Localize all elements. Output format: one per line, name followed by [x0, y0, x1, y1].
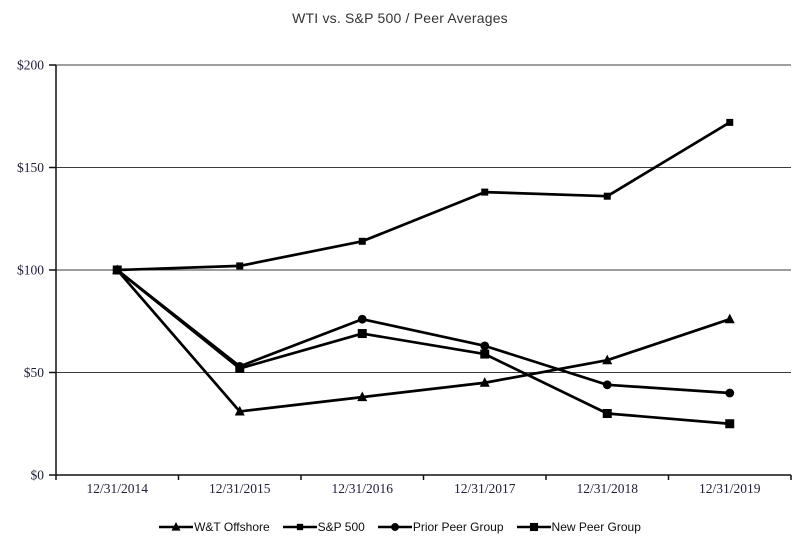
- legend-label: New Peer Group: [551, 520, 641, 534]
- circle-marker: [357, 314, 367, 324]
- legend-swatch: [282, 523, 317, 531]
- series-prior-peer-group: [112, 265, 735, 398]
- series-new-peer-group: [112, 265, 735, 429]
- circle-marker: [390, 523, 399, 531]
- legend-item-s-p-500: S&P 500: [282, 520, 365, 534]
- square-marker: [725, 419, 735, 429]
- circle-marker: [602, 380, 612, 390]
- legend-item-new-peer-group: New Peer Group: [516, 520, 641, 534]
- series-line: [116, 268, 730, 426]
- legend-item-w-t-offshore: W&T Offshore: [159, 520, 270, 534]
- series-line: [117, 121, 731, 272]
- circle-marker: [725, 388, 735, 398]
- legend-swatch: [516, 522, 551, 532]
- square-small-marker: [296, 523, 303, 531]
- x-tick-label: 12/31/2018: [576, 481, 638, 496]
- legend-label: Prior Peer Group: [412, 520, 504, 534]
- triangle-marker: [171, 521, 181, 531]
- triangle-marker: [234, 405, 245, 416]
- square-marker: [235, 363, 245, 373]
- legend-swatch: [159, 521, 194, 531]
- chart-title: WTI vs. S&P 500 / Peer Averages: [292, 10, 508, 26]
- chart-legend: W&T Offshore S&P 500 Prior Peer Group New P…: [0, 520, 800, 534]
- y-tick-label: $150: [17, 160, 44, 175]
- x-tick-label: 12/31/2016: [331, 481, 393, 496]
- square-small-marker: [481, 188, 489, 196]
- y-tick-label: $50: [24, 365, 45, 380]
- triangle-marker: [724, 313, 735, 324]
- x-tick-label: 12/31/2019: [699, 481, 761, 496]
- legend-swatch: [377, 523, 412, 531]
- y-tick-label: $200: [17, 58, 44, 73]
- triangle-marker: [357, 391, 368, 402]
- x-tick-label: 12/31/2014: [86, 481, 148, 496]
- y-tick-label: $100: [17, 263, 44, 278]
- legend-label: W&T Offshore: [194, 520, 270, 534]
- legend-label: S&P 500: [317, 520, 365, 534]
- y-tick-label: $0: [31, 468, 45, 483]
- square-marker: [602, 409, 612, 418]
- circle-marker: [480, 341, 490, 351]
- x-tick-label: 12/31/2015: [209, 481, 271, 496]
- triangle-marker: [602, 354, 613, 365]
- triangle-marker: [479, 377, 490, 387]
- square-small-marker: [726, 118, 734, 126]
- legend-item-prior-peer-group: Prior Peer Group: [377, 520, 504, 534]
- square-marker: [529, 522, 538, 532]
- square-small-marker: [236, 262, 244, 270]
- series-s-p-500: [113, 118, 734, 274]
- square-small-marker: [603, 192, 611, 200]
- square-marker: [112, 265, 122, 275]
- square-small-marker: [358, 237, 366, 245]
- series-line: [116, 269, 731, 413]
- square-marker: [480, 349, 490, 359]
- square-marker: [357, 329, 367, 339]
- x-tick-label: 12/31/2017: [454, 481, 516, 496]
